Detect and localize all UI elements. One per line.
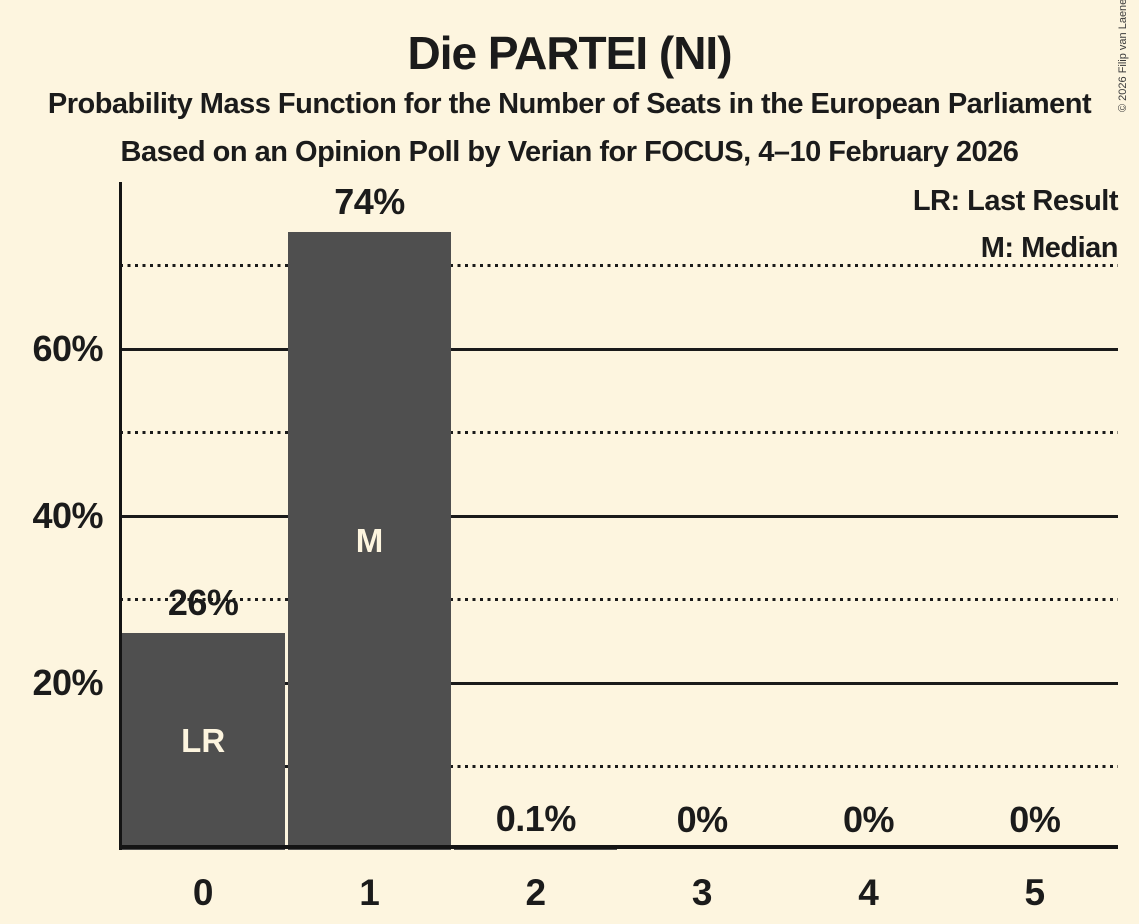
legend-last-result: LR: Last Result — [912, 185, 1119, 217]
bar-value-label: 0.1% — [495, 798, 577, 840]
gridline-dotted — [120, 765, 1118, 768]
legend-median: M: Median — [980, 232, 1119, 264]
y-axis-line — [118, 182, 122, 850]
x-axis-label: 2 — [525, 872, 547, 913]
gridline-dotted — [120, 431, 1118, 434]
x-axis-label: 5 — [1024, 872, 1046, 913]
bar — [121, 632, 285, 850]
gridline-solid — [120, 681, 1118, 685]
y-axis-label: 40% — [32, 495, 103, 536]
gridline-dotted — [120, 598, 1118, 601]
gridline-dotted — [120, 264, 1118, 267]
bar — [287, 232, 452, 850]
x-axis-label: 4 — [858, 872, 879, 913]
chart-subtitle: Probability Mass Function for the Number… — [47, 88, 1092, 120]
chart-poll-source: Based on an Opinion Poll by Verian for F… — [120, 136, 1019, 168]
x-axis-line — [118, 845, 1118, 849]
x-axis-label: 3 — [691, 872, 713, 913]
x-axis-label: 1 — [359, 872, 380, 913]
bar-inner-label: M — [355, 522, 384, 560]
y-axis-label: 20% — [32, 662, 103, 703]
bar-value-label: 0% — [842, 799, 895, 840]
copyright-notice: © 2026 Filip van Laenen — [1117, 0, 1129, 112]
bar-value-label: 26% — [167, 581, 239, 623]
bar — [454, 849, 618, 850]
x-axis-label: 0 — [192, 872, 214, 913]
bar-inner-label: LR — [181, 722, 226, 760]
y-axis-label: 60% — [32, 328, 103, 369]
chart-title: Die PARTEI (NI) — [407, 27, 732, 79]
gridline-solid — [120, 347, 1118, 351]
bar-value-label: 74% — [334, 181, 405, 223]
bar-value-label: 0% — [676, 799, 729, 840]
gridline-solid — [120, 514, 1118, 518]
bar-value-label: 0% — [1009, 799, 1061, 840]
